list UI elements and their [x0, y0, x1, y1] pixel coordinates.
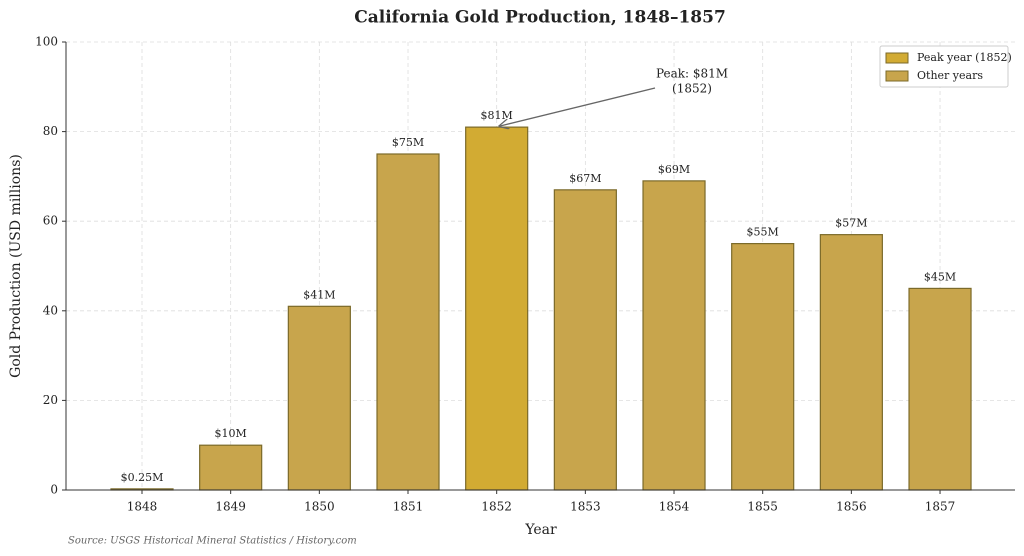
legend-swatch	[885, 70, 909, 82]
bar	[199, 444, 263, 491]
bar	[465, 126, 529, 491]
value-label: $57M	[835, 217, 867, 230]
chart-title: California Gold Production, 1848–1857	[354, 8, 726, 28]
y-tick-label: 100	[35, 35, 58, 49]
y-tick-label: 0	[50, 483, 58, 497]
bar	[642, 180, 706, 491]
legend-swatch	[885, 52, 909, 64]
value-label: $69M	[658, 163, 690, 176]
legend: Peak year (1852) Other years	[879, 45, 1012, 88]
x-tick-label: 1857	[925, 500, 956, 514]
bar	[731, 243, 795, 491]
x-axis-label: Year	[524, 522, 557, 538]
value-label: $67M	[569, 172, 601, 185]
source-note: Source: USGS Historical Mineral Statisti…	[68, 536, 357, 547]
x-tick-label: 1849	[215, 500, 246, 514]
x-tick-label: 1853	[570, 500, 601, 514]
legend-label: Other years	[917, 69, 983, 82]
x-tick-label: 1852	[481, 500, 512, 514]
annotation-arrow	[500, 87, 656, 126]
bar	[553, 189, 617, 491]
bar	[287, 305, 351, 491]
x-tick-label: 1856	[836, 500, 867, 514]
x-tick-label: 1855	[747, 500, 778, 514]
annotation-text: Peak: $81M	[656, 67, 728, 81]
bar	[819, 234, 883, 491]
bar	[376, 153, 440, 491]
x-tick-label: 1848	[127, 500, 158, 514]
y-tick-label: 80	[43, 124, 58, 138]
value-label: $41M	[303, 288, 335, 301]
x-tick-label: 1854	[659, 500, 690, 514]
legend-label: Peak year (1852)	[917, 51, 1012, 64]
x-tick-label: 1851	[393, 500, 424, 514]
value-label: $55M	[747, 226, 779, 239]
y-tick-label: 60	[43, 214, 58, 228]
x-tick-label: 1850	[304, 500, 335, 514]
legend-frame	[879, 45, 1009, 88]
annotation-text: (1852)	[672, 82, 712, 96]
value-label: $10M	[215, 427, 247, 440]
y-tick-label: 20	[43, 393, 58, 407]
value-label: $0.25M	[121, 471, 164, 484]
y-tick-label: 40	[43, 303, 58, 317]
value-label: $81M	[481, 109, 513, 122]
value-label: $45M	[924, 270, 956, 283]
value-label: $75M	[392, 136, 424, 149]
y-axis-label: Gold Production (USD millions)	[8, 154, 24, 378]
bar	[908, 287, 972, 491]
